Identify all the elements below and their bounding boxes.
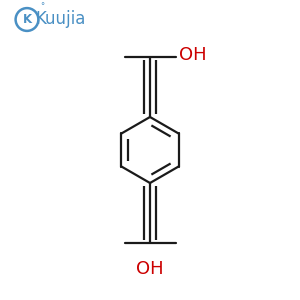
Text: Kuujia: Kuujia xyxy=(36,11,86,28)
Text: °: ° xyxy=(40,2,44,11)
Text: OH: OH xyxy=(136,260,164,278)
Text: K: K xyxy=(22,13,32,26)
Text: OH: OH xyxy=(178,46,206,64)
